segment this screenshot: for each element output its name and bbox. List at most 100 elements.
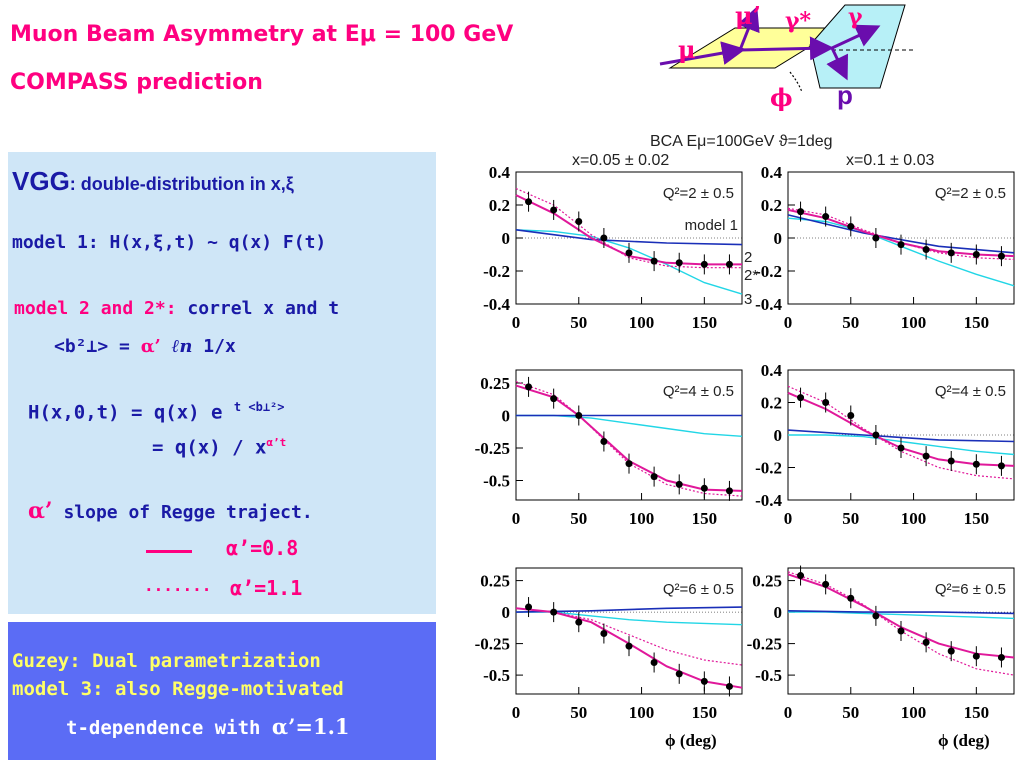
x-tick-label: 0 [784,509,793,528]
gamma-star-label: γ* [785,8,812,34]
data-point [997,252,1005,260]
data-point [700,484,708,492]
data-point [847,594,855,602]
q2-label: Q²=4 ± 0.5 [663,383,734,400]
data-point [725,682,733,690]
data-point [525,603,533,611]
vgg-model-box: VGG: double-distribution in x,ξ model 1:… [8,152,436,614]
x-tick-label: 150 [964,509,990,528]
x-tick-label: 150 [692,313,718,332]
guzey-line-3: t-dependence with [66,717,261,739]
data-point [650,257,658,265]
phi-label: ϕ [770,83,793,112]
x-tick-label: 100 [629,509,655,528]
x-tick-label: 150 [692,509,718,528]
data-point [625,460,633,468]
data-point [822,580,830,588]
y-tick-label: -0.5 [483,472,510,491]
data-point [822,213,830,221]
data-point [525,198,533,206]
x-tick-label: 50 [570,313,587,332]
data-point [600,234,608,242]
y-tick-label: 0.4 [761,361,783,380]
y-tick-label: 0 [502,229,511,248]
data-point [972,251,980,258]
data-point [997,462,1005,470]
legend-solid-label: α’=0.8 [226,536,299,560]
y-tick-label: -0.25 [747,635,782,654]
y-tick-label: -0.5 [483,666,510,685]
title-line-1: Muon Beam Asymmetry at Eμ = 100 GeV [10,22,514,47]
proton-label: p [837,80,853,110]
y-tick-label: 0.2 [761,196,782,215]
data-point [872,431,880,439]
x-tick-label: 100 [901,313,927,332]
legend-model2star: 2* [744,267,758,284]
q2-label: Q²=2 ± 0.5 [663,185,734,202]
x-tick-label: 150 [692,703,718,722]
x-tick-label: 100 [629,703,655,722]
y-tick-label: 0.2 [761,394,782,413]
data-point [700,260,708,268]
muon-in-arrow [659,41,746,66]
proton-arrow [826,47,849,81]
x-tick-label: 50 [570,509,587,528]
data-point [550,206,558,214]
y-tick-label: 0.4 [761,163,783,182]
h-formula-line2: = q(x) / x [152,436,267,459]
x-tick-label: 50 [842,509,859,528]
legend-dotted-label: α’=1.1 [230,576,303,600]
bca-chart-grid: BCA Eμ=100GeV ϑ=1deg x=0.05 ± 0.02 x=0.1… [475,133,1015,750]
legend-model3: 3 [744,291,752,308]
vgg-heading: VGG [12,166,70,196]
model2-label: model 2 and 2*: [14,298,177,319]
data-point [650,473,658,481]
data-point [725,487,733,495]
data-point [847,412,855,419]
chart-header-left: x=0.05 ± 0.02 [572,152,669,169]
mu-label: μ [678,35,696,64]
data-point [675,259,683,267]
alpha-description: slope of Regge traject. [63,502,313,523]
data-point [550,608,558,616]
data-point [650,659,658,666]
xlabel-right: ϕ (deg) [938,731,990,750]
data-point [872,612,880,620]
y-tick-label: -0.4 [483,295,510,314]
x-tick-label: 0 [784,313,793,332]
chart-header-right: x=0.1 ± 0.03 [846,152,935,169]
model1-line [787,610,1015,615]
y-tick-label: 0 [774,426,783,445]
legend-model1: model 1 [685,217,738,234]
model2-text: correl x and t [187,298,340,319]
y-tick-label: 0 [502,407,511,426]
model1-text: model 1: H(x,ξ,t) ~ q(x) F(t) [12,232,327,253]
y-tick-label: -0.4 [755,295,782,314]
virtual-photon-arrow [739,36,834,61]
legend-model2: 2 [744,249,752,266]
alpha-symbol: α’ [28,498,53,524]
guzey-line-1: Guzey: Dual parametrization [12,650,321,672]
x-tick-label: 150 [964,703,990,722]
data-point [972,652,980,660]
dotted-line-legend: ....... [144,576,212,595]
data-point [922,246,930,254]
q2-label: Q²=4 ± 0.5 [935,383,1006,400]
data-point [872,234,880,242]
y-tick-label: 0.25 [752,572,782,591]
x-tick-label: 50 [570,703,587,722]
data-point [575,412,583,419]
q2-label: Q²=6 ± 0.5 [663,581,734,598]
data-point [575,218,583,225]
data-point [600,438,608,445]
guzey-line-2: model 3: also Regge-motivated [12,678,344,700]
data-point [625,642,633,650]
data-point [897,444,905,452]
b2-formula-rhs: 1/x [203,336,236,357]
y-tick-label: 0 [774,229,783,248]
data-point [525,383,533,391]
